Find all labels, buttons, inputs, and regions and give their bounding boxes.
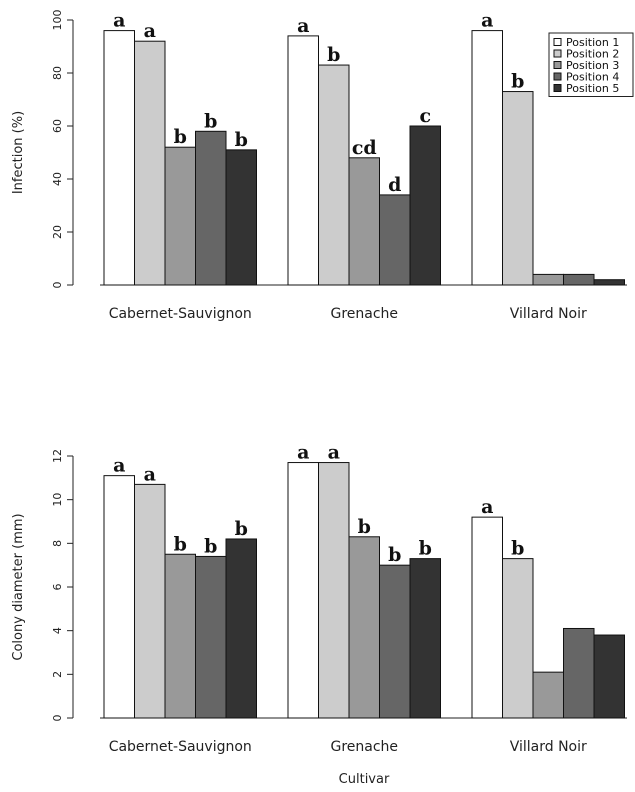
- legend-entry: Position 3: [566, 59, 619, 72]
- bar-significance-label: b: [358, 516, 371, 538]
- bar: [164, 146, 196, 286]
- bar-significance-label: c: [419, 105, 431, 127]
- y-tick-label: 12: [51, 449, 64, 463]
- bar: [563, 627, 595, 719]
- legend-swatch: [553, 84, 562, 92]
- bar: [287, 462, 319, 719]
- bar: [103, 475, 135, 719]
- bar: [532, 273, 564, 286]
- bar-significance-label: b: [174, 533, 187, 555]
- bar: [379, 194, 411, 286]
- legend-entry: Position 2: [566, 48, 619, 61]
- legend-box: [548, 32, 634, 97]
- bar-significance-label: a: [297, 15, 309, 37]
- bar-significance-label: b: [204, 535, 217, 557]
- bar: [563, 273, 595, 286]
- y-tick-label: 6: [51, 584, 64, 591]
- bar: [134, 40, 166, 286]
- legend-entry: Position 5: [566, 82, 619, 95]
- bar: [471, 516, 503, 719]
- bar-significance-label: d: [388, 174, 401, 196]
- bar: [348, 157, 380, 286]
- bar-significance-label: b: [327, 44, 340, 66]
- bar-significance-label: b: [388, 544, 401, 566]
- bar: [379, 564, 411, 719]
- bar: [593, 279, 625, 286]
- bar: [502, 558, 534, 719]
- y-tick-label: 0: [51, 282, 64, 289]
- bar-significance-label: cd: [352, 137, 377, 159]
- bar: [164, 553, 196, 719]
- bar: [195, 555, 227, 719]
- y-tick-label: 80: [51, 66, 64, 80]
- legend-swatch: [553, 61, 562, 69]
- y-tick-label: 0: [51, 715, 64, 722]
- bar-significance-label: b: [174, 126, 187, 148]
- y-tick-label: 4: [51, 627, 64, 634]
- y-tick-label: 10: [51, 493, 64, 507]
- bar-significance-label: a: [144, 20, 156, 42]
- bar: [593, 634, 625, 719]
- bar: [318, 64, 350, 286]
- y-tick-label: 60: [51, 119, 64, 133]
- bar-significance-label: a: [481, 10, 493, 32]
- x-category-label: Villard Noir: [510, 306, 587, 322]
- legend-swatch: [553, 49, 562, 58]
- y-tick-label: 2: [51, 671, 64, 678]
- bar: [103, 30, 135, 286]
- legend-entry: Position 1: [566, 36, 619, 49]
- bar: [225, 149, 257, 286]
- bar: [409, 558, 441, 719]
- bar-significance-label: a: [113, 455, 125, 477]
- y-tick-label: 40: [51, 172, 64, 186]
- bar-significance-label: b: [235, 129, 248, 151]
- bar-significance-label: b: [511, 538, 524, 560]
- bar: [195, 130, 227, 286]
- bar-significance-label: a: [297, 442, 309, 464]
- bar: [471, 30, 503, 286]
- bar-significance-label: b: [511, 71, 524, 93]
- x-category-label: Grenache: [330, 306, 398, 322]
- bar-significance-label: b: [419, 538, 432, 560]
- y-tick-label: 20: [51, 225, 64, 239]
- bar: [287, 35, 319, 286]
- bar: [225, 538, 257, 719]
- bar-significance-label: b: [204, 110, 217, 132]
- bar: [318, 462, 350, 719]
- y-axis-label: Colony diameter (mm): [11, 513, 26, 660]
- y-axis-label: Infection (%): [11, 111, 26, 194]
- legend-entry: Position 4: [566, 71, 619, 84]
- bar-significance-label: a: [481, 496, 493, 518]
- bar-significance-label: a: [144, 463, 156, 485]
- x-category-label: Villard Noir: [510, 739, 587, 755]
- legend-swatch: [553, 38, 562, 46]
- x-axis-label: Cultivar: [339, 772, 390, 787]
- x-category-label: Cabernet-Sauvignon: [109, 739, 252, 755]
- bar: [409, 125, 441, 286]
- bar: [532, 671, 564, 719]
- bar-significance-label: a: [113, 10, 125, 32]
- bar: [348, 536, 380, 719]
- y-tick-label: 100: [51, 10, 64, 31]
- bar-significance-label: a: [328, 442, 340, 464]
- x-category-label: Cabernet-Sauvignon: [109, 306, 252, 322]
- bar: [502, 91, 534, 286]
- bar: [134, 483, 166, 719]
- x-category-label: Grenache: [330, 739, 398, 755]
- y-tick-label: 8: [51, 540, 64, 547]
- legend-swatch: [553, 72, 562, 81]
- bar-significance-label: b: [235, 518, 248, 540]
